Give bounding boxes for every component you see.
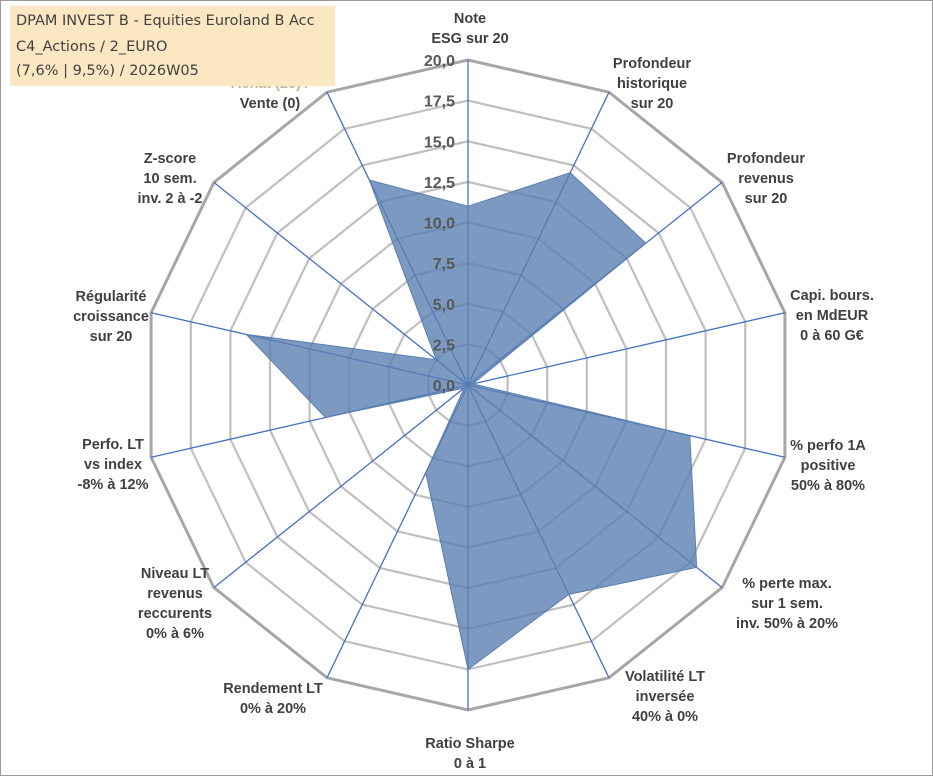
series-area [244, 172, 698, 671]
fund-name: DPAM INVEST B - Equities Euroland B Acc [16, 13, 315, 29]
fund-info-box: DPAM INVEST B - Equities Euroland B Acc … [10, 6, 335, 86]
axis-label: Rendement LT 0% à 20% [223, 681, 323, 717]
radar-spoke [213, 384, 469, 589]
radar-series [244, 172, 698, 671]
tick-label: 17,5 [424, 94, 455, 111]
tick-label: 15,0 [424, 134, 455, 151]
radar-tick-labels: 0,0 2,5 5,0 7,5 10,0 12,5 15,0 17,5 20,0 [424, 53, 455, 395]
tick-label: 20,0 [424, 53, 455, 70]
tick-label: 10,0 [424, 216, 455, 233]
axis-label: Profondeur revenus sur 20 [727, 151, 805, 207]
radar-spoke [213, 181, 469, 386]
axis-label: Ratio Sharpe 0 à 1 [425, 736, 514, 772]
axis-label: Profondeur historique sur 20 [613, 56, 691, 112]
axis-label: Z-score 10 sem. inv. 2 à -2 [137, 151, 202, 207]
fund-period: (7,6% | 9,5%) / 2026W05 [16, 63, 199, 79]
tick-label: 2,5 [433, 337, 455, 354]
axis-label: Note ESG sur 20 [431, 11, 508, 47]
tick-label: 12,5 [424, 175, 455, 192]
radar-spoke [467, 312, 786, 386]
axis-label: Capi. bours. en MdEUR 0 à 60 G€ [790, 288, 874, 344]
tick-label: 7,5 [433, 256, 455, 273]
axis-label: Niveau LT revenus reccurents 0% à 6% [138, 566, 212, 642]
axis-label: % perte max. sur 1 sem. inv. 50% à 20% [736, 576, 838, 632]
axis-label: Régularité croissance sur 20 [73, 289, 149, 345]
axis-label: Perfo. LT vs index -8% à 12% [78, 437, 149, 493]
tick-label: 5,0 [433, 297, 455, 314]
fund-category: C4_Actions / 2_EURO [16, 39, 168, 55]
axis-label: Volatilité LT inversée 40% à 0% [625, 669, 705, 725]
tick-label: 0,0 [433, 378, 455, 395]
axis-label: % perfo 1A positive 50% à 80% [790, 438, 866, 494]
